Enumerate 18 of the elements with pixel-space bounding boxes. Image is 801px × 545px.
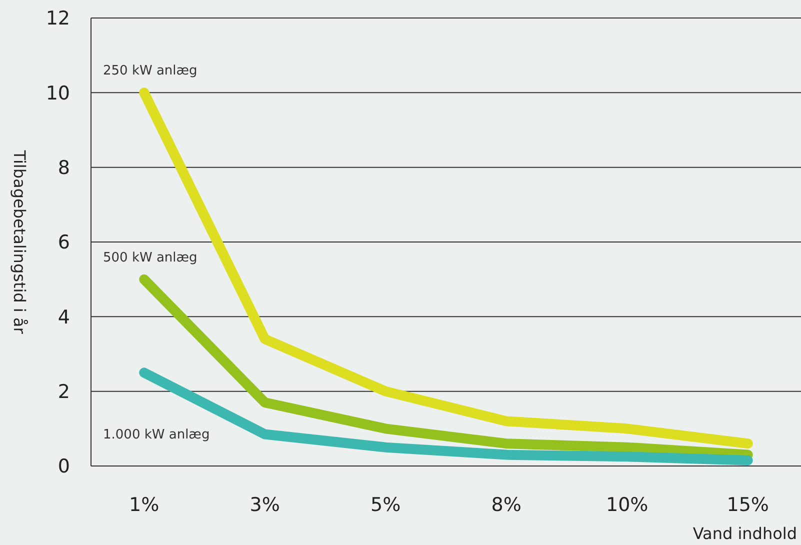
y-tick-label: 4 xyxy=(58,306,70,328)
y-tick-label: 6 xyxy=(58,232,70,254)
y-tick-label: 8 xyxy=(58,156,70,179)
y-tick-label: 12 xyxy=(46,8,70,30)
x-tick-label: 15% xyxy=(726,494,769,516)
y-axis-title: Tilbagebetalingstid i år xyxy=(10,149,29,334)
series-label: 1.000 kW anlæg xyxy=(103,428,210,443)
x-tick-label: 3% xyxy=(250,494,280,516)
x-tick-label: 8% xyxy=(491,494,522,516)
series-label: 500 kW anlæg xyxy=(103,250,198,266)
series-label: 250 kW anlæg xyxy=(103,64,198,79)
x-axis-title: Vand indhold xyxy=(692,524,797,543)
x-tick-label: 10% xyxy=(606,494,648,516)
x-tick-label: 1% xyxy=(129,494,160,516)
y-tick-label: 0 xyxy=(58,456,70,478)
y-tick-label: 2 xyxy=(58,380,70,403)
y-tick-label: 10 xyxy=(46,82,70,104)
x-tick-label: 5% xyxy=(370,494,401,516)
